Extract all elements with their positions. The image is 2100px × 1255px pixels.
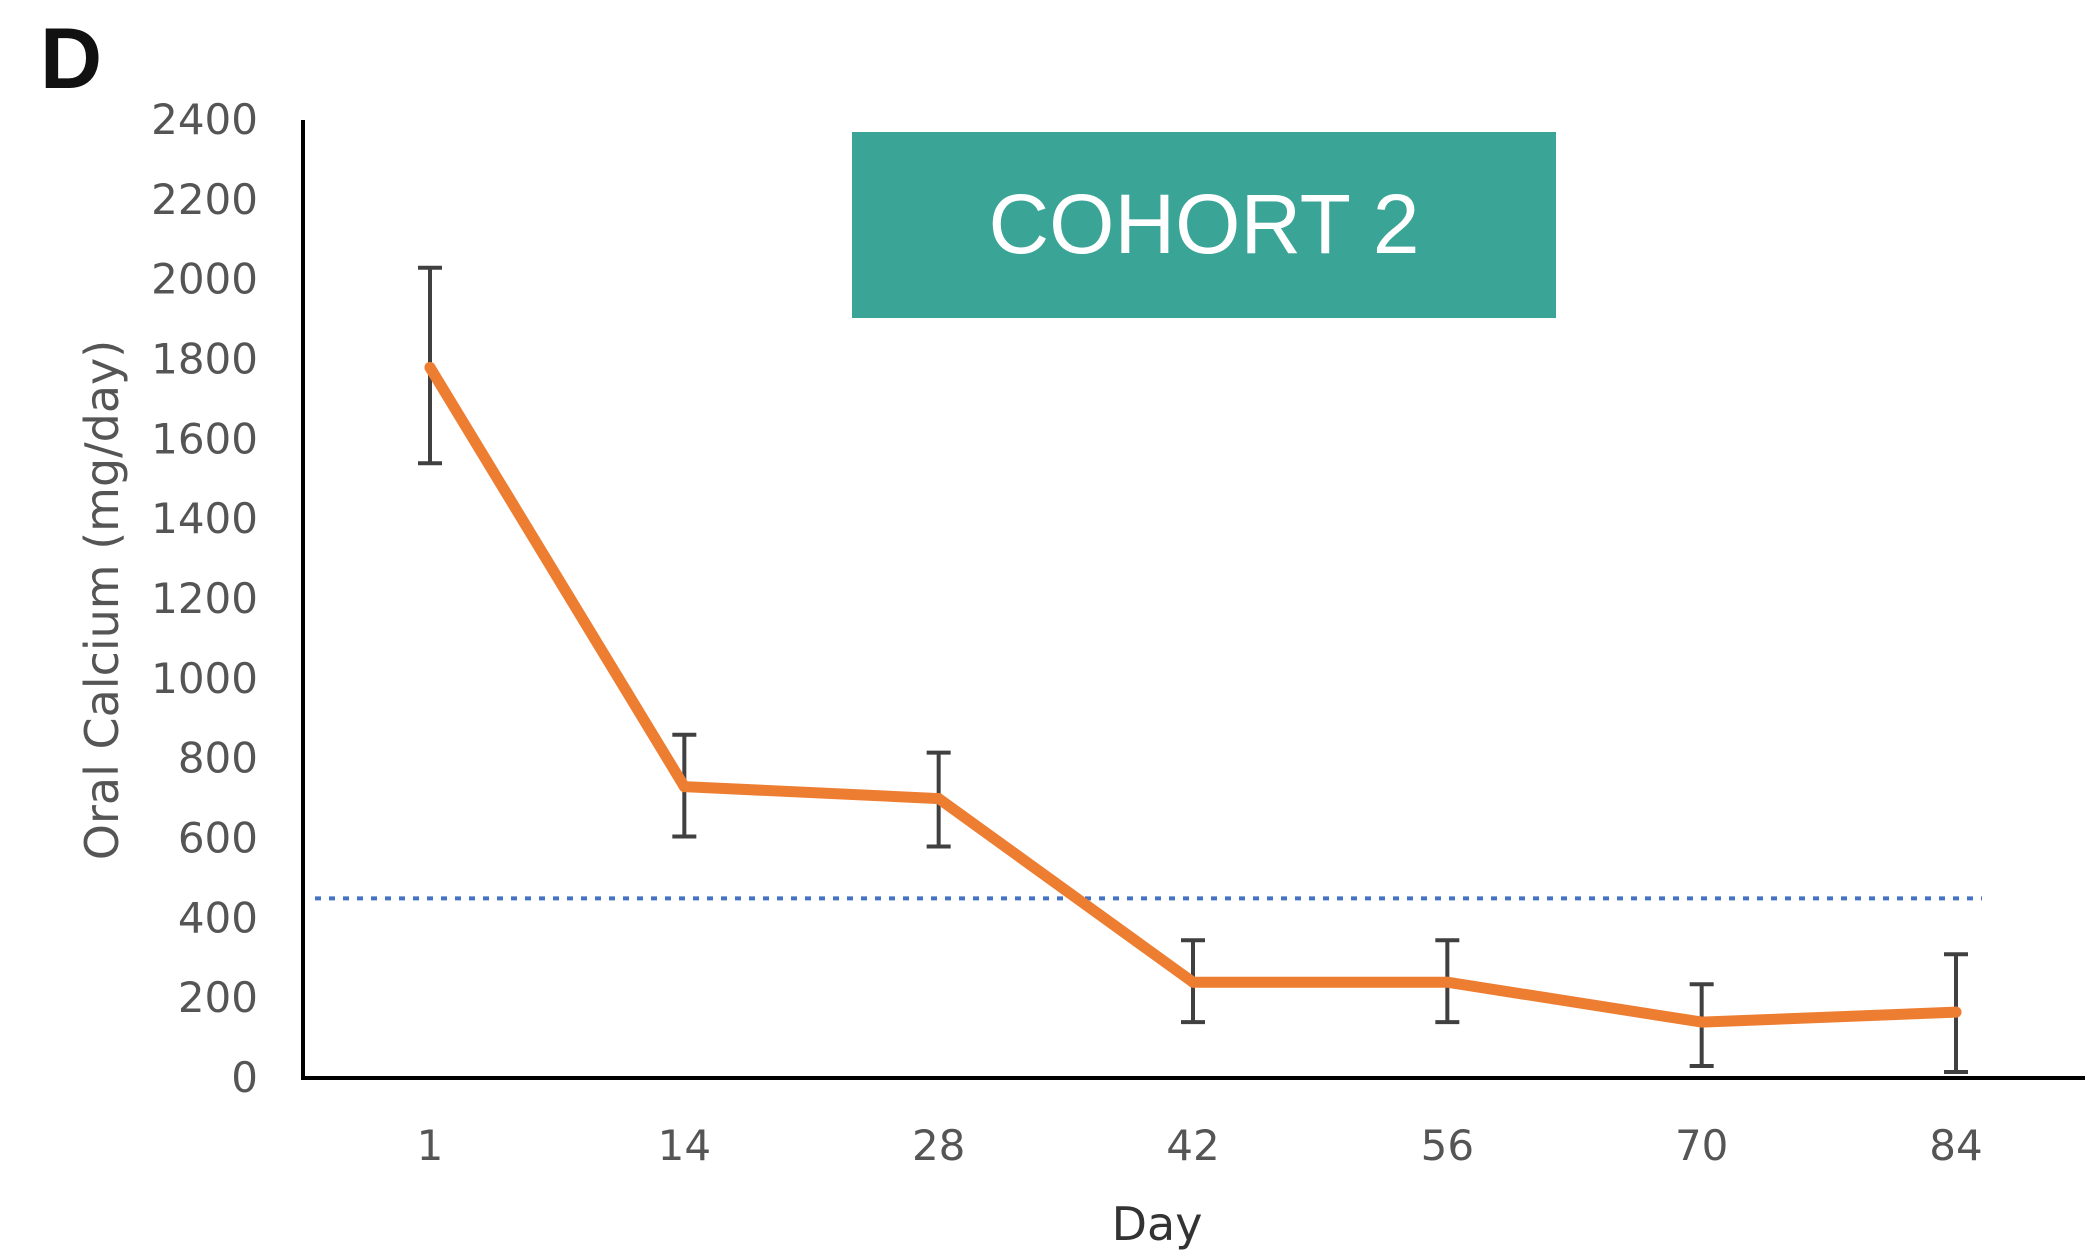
- y-tick-label: 1000: [151, 654, 258, 703]
- y-tick-label: 200: [178, 973, 258, 1022]
- y-tick-label: 800: [178, 734, 258, 783]
- y-tick-label: 1200: [151, 574, 258, 623]
- data-point: [1187, 976, 1199, 988]
- x-tick-label: 84: [1929, 1121, 1982, 1170]
- y-tick-label: 400: [178, 893, 258, 942]
- series-line: [424, 361, 1962, 1028]
- data-points: [424, 361, 1962, 1028]
- y-axis-ticks: 0 200 400 600 800 1000 1200 1400 1600 1800 2000 220…: [151, 95, 258, 1102]
- x-tick-label: 14: [658, 1121, 711, 1170]
- cohort-label: COHORT 2: [989, 177, 1420, 271]
- y-tick-label: 1800: [151, 335, 258, 384]
- data-point: [424, 361, 436, 373]
- data-point: [933, 793, 945, 805]
- y-tick-label: 600: [178, 814, 258, 863]
- y-tick-label: 2200: [151, 175, 258, 224]
- x-axis-label: Day: [1112, 1197, 1203, 1251]
- data-point: [1950, 1006, 1962, 1018]
- y-tick-label: 2000: [151, 255, 258, 304]
- cohort-box: [852, 132, 1556, 318]
- data-point: [678, 781, 690, 793]
- x-tick-label: 1: [417, 1121, 444, 1170]
- y-tick-label: 2400: [151, 95, 258, 144]
- x-tick-label: 28: [912, 1121, 965, 1170]
- error-bars: [418, 265, 1968, 1075]
- y-axis-label: Oral Calcium (mg/day): [75, 340, 129, 860]
- x-tick-label: 56: [1421, 1121, 1474, 1170]
- y-tick-label: 0: [231, 1053, 258, 1102]
- data-point: [1441, 976, 1453, 988]
- panel-label: D: [40, 11, 102, 107]
- data-point: [1696, 1016, 1708, 1028]
- y-tick-label: 1400: [151, 494, 258, 543]
- x-tick-label: 42: [1166, 1121, 1219, 1170]
- x-axis-ticks: 1 14 28 42 56 70 84: [417, 1121, 1983, 1170]
- y-tick-label: 1600: [151, 414, 258, 463]
- x-tick-label: 70: [1675, 1121, 1728, 1170]
